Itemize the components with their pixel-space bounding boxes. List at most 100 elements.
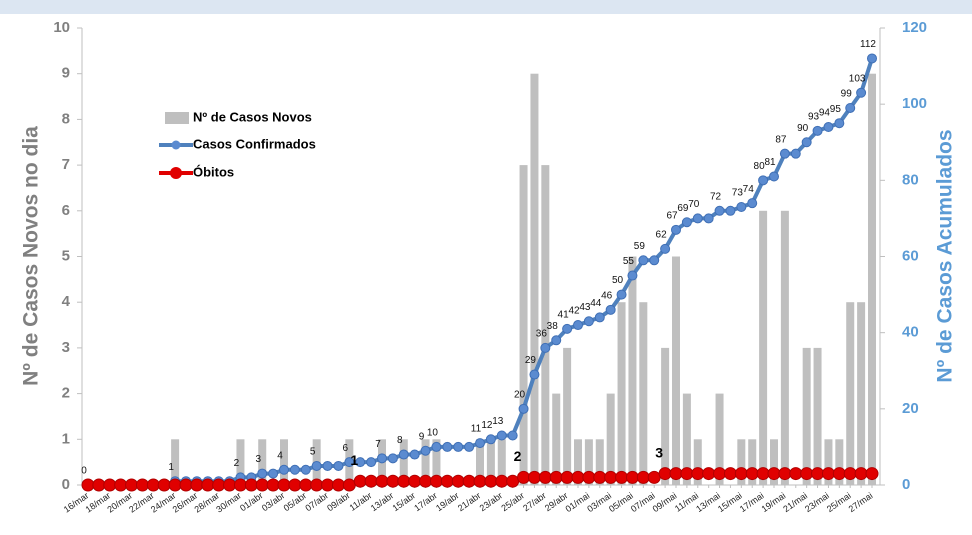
bar [497,439,506,485]
series-point [649,255,660,266]
series-point [453,441,464,452]
data-label: 94 [819,108,831,119]
x-tick-label: 25/abr [499,490,526,513]
y2-tick-label: 20 [902,400,919,417]
bar [236,439,245,485]
series-point [714,205,725,216]
x-tick-label: 03/mai [585,490,613,514]
y2-tick-label: 40 [902,324,919,341]
bar [541,165,550,485]
series-point [758,175,769,186]
data-label: 70 [688,199,700,210]
bar [639,302,648,485]
series-point [681,217,692,228]
bar [835,439,844,485]
y-tick-label: 8 [62,110,70,127]
series-point [342,478,356,492]
series-point [615,470,629,484]
series-point [867,53,877,64]
bar [399,439,408,485]
legend-marker [170,167,182,179]
y-tick-label: 6 [62,202,70,219]
series-point [255,478,269,492]
series-point [179,478,193,492]
series-point [702,467,716,481]
series-point [310,478,324,492]
series-point [834,118,845,129]
series-point [594,312,605,323]
series-point [725,205,736,216]
series-point [627,270,638,281]
data-label: 2 [514,448,522,464]
y2-tick-label: 60 [902,247,919,264]
series-point [484,474,498,488]
series-point [475,438,485,449]
data-label: 73 [732,188,744,199]
series-point [81,478,95,492]
series-point [333,460,344,471]
series-point [779,148,790,159]
bar [868,73,876,485]
bar [824,439,833,485]
data-label: 103 [849,73,866,84]
series-point [146,478,160,492]
bar [780,210,789,486]
bar [563,347,572,485]
legend-marker [171,140,181,150]
x-tick-label: 11/abr [348,490,374,512]
series-point [125,478,139,492]
y-tick-label: 2 [62,385,70,402]
series-point [582,470,596,484]
data-label: 36 [536,329,548,340]
series-point [769,171,779,182]
x-tick-label: 03/abr [260,490,287,513]
series-point [496,430,507,441]
series-point [103,478,117,492]
series-point [462,474,476,488]
x-tick-label: 01/abr [238,490,265,513]
bar [802,347,811,485]
series-point [201,478,215,492]
series-point [680,467,694,481]
bar [421,439,430,485]
x-tick-label: 27/mai [847,490,875,514]
y-tick-label: 10 [53,19,70,36]
data-label: 42 [568,306,580,317]
data-label: 8 [397,435,403,446]
bar [661,347,670,485]
series-point [289,464,300,475]
data-label: 12 [481,420,493,431]
series-point [366,457,377,468]
data-label: 7 [375,439,381,450]
series-point [865,467,879,481]
x-tick-label: 15/abr [391,490,418,513]
series-point [529,369,540,380]
series-point [440,474,454,488]
x-tick-label: 23/mai [803,490,831,514]
series-point [442,441,453,452]
series-point [431,441,442,452]
series-point [168,478,182,492]
bar [857,302,866,485]
series-point [518,403,529,414]
series-point [409,449,420,460]
bar [584,439,593,485]
series-point [562,323,573,334]
series-point [299,478,313,492]
series-point [397,474,411,488]
data-label: 59 [634,241,646,252]
bar [519,165,528,485]
series-point [344,457,355,468]
bar [715,393,724,485]
x-tick-label: 27/abr [521,490,548,513]
series-point [387,453,398,464]
bar [813,347,822,485]
legend-label: Casos Confirmados [193,136,316,151]
series-point [288,478,302,492]
data-label: 72 [710,191,722,202]
bar [530,73,539,485]
data-label: 81 [764,157,776,168]
series-point [331,478,345,492]
series-point [268,468,279,479]
series-point [375,474,389,488]
